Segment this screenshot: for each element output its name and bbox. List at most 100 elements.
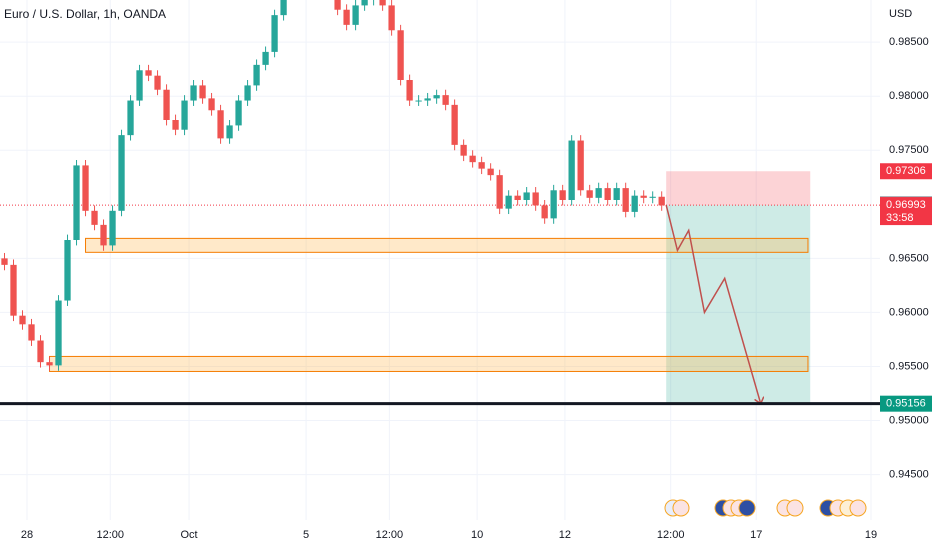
candle-body <box>460 144 467 156</box>
candle-body <box>649 196 656 198</box>
candle-body <box>271 15 278 52</box>
price-tag <box>880 395 932 412</box>
price-tag-label: 0.97306 <box>886 165 926 177</box>
currency-label: USD <box>889 8 912 20</box>
candle-body <box>235 100 242 126</box>
candle-body <box>190 85 197 101</box>
front: 0.98500 0.98000 0.97500 0.96500 0.96000 0.955… <box>0 36 932 541</box>
candle-body <box>127 100 134 136</box>
candle-body <box>433 95 440 99</box>
chart-title: Euro / U.S. Dollar, 1h, OANDA <box>4 7 166 21</box>
event-icons <box>664 499 867 517</box>
candle-body <box>28 324 35 341</box>
candle-body <box>532 192 539 206</box>
candle-body <box>226 125 233 139</box>
candle-body <box>64 240 71 301</box>
candle-body <box>352 5 359 25</box>
candle-body <box>469 155 476 163</box>
candle-body <box>424 98 431 101</box>
candle-body <box>478 162 485 169</box>
candle-body <box>244 85 251 101</box>
x-tick-label: 19 <box>865 529 877 541</box>
candle-body <box>154 75 161 90</box>
y-tick-label: 0.94500 <box>889 469 929 481</box>
candle-body <box>118 135 125 211</box>
candle-body <box>397 30 404 80</box>
candle-body <box>280 0 287 16</box>
candle-body <box>217 110 224 139</box>
candle-body <box>82 165 89 211</box>
candle-body <box>541 205 548 219</box>
candle-body <box>334 0 341 10</box>
candle-body <box>379 0 386 6</box>
candle-body <box>361 0 368 6</box>
stop-area <box>666 171 811 206</box>
candle-body <box>46 362 53 366</box>
candle-body <box>55 300 62 366</box>
candle-body <box>199 85 206 99</box>
candle-body <box>37 340 44 363</box>
x-tick-label: Oct <box>180 529 197 541</box>
projection-path <box>665 204 761 404</box>
y-tick-label: 0.95500 <box>889 360 929 372</box>
y-tick-label: 0.96500 <box>889 252 929 264</box>
candle-body <box>181 100 188 130</box>
x-tick-label: 12:00 <box>657 529 685 541</box>
y-tick-label: 0.98000 <box>889 90 929 102</box>
candle-body <box>253 64 260 86</box>
y-tick-label: 0.95000 <box>889 414 929 426</box>
drawings <box>0 171 880 403</box>
candle-body <box>640 195 647 198</box>
price-tag-label: 0.96993 <box>886 199 926 211</box>
candle-body <box>451 104 458 145</box>
candle-body <box>487 168 494 176</box>
event-icon[interactable] <box>738 499 756 517</box>
candle-body <box>523 192 530 200</box>
candle-body <box>208 98 215 111</box>
candle-body <box>100 224 107 246</box>
candles <box>1 0 665 371</box>
candle-body <box>172 120 179 130</box>
candle-body <box>559 190 566 200</box>
candle-body <box>73 165 80 240</box>
y-tick-label: 0.96000 <box>889 306 929 318</box>
grid <box>0 0 880 520</box>
candle-body <box>109 210 116 246</box>
candle-body <box>19 315 26 325</box>
candle-body <box>631 195 638 212</box>
event-icon[interactable] <box>849 499 867 517</box>
candle-body <box>577 140 584 191</box>
countdown: 33:58 <box>886 212 914 224</box>
x-tick-label: 12:00 <box>376 529 404 541</box>
candle-body <box>442 95 449 105</box>
candle-body <box>415 100 422 102</box>
x-tick-label: 12 <box>559 529 571 541</box>
candle-body <box>595 188 602 198</box>
x-tick-label: 17 <box>750 529 762 541</box>
x-tick-label: 10 <box>471 529 483 541</box>
candle-body <box>163 89 170 120</box>
candle-body <box>613 188 620 200</box>
x-tick-label: 28 <box>21 529 33 541</box>
candle-body <box>496 175 503 209</box>
candle-body <box>658 196 665 206</box>
candle-body <box>10 264 17 316</box>
candle-body <box>586 190 593 198</box>
candle-body <box>136 70 143 101</box>
y-tick-label: 0.97500 <box>889 144 929 156</box>
event-icon[interactable] <box>786 499 804 517</box>
candle-body <box>145 70 152 76</box>
candle-body <box>343 9 350 25</box>
candle-body <box>622 188 629 212</box>
event-icon[interactable] <box>672 499 690 517</box>
candle-body <box>91 210 98 225</box>
price-tag <box>880 197 932 226</box>
price-tag-label: 0.95156 <box>886 398 926 410</box>
candle-body <box>1 258 8 265</box>
candle-body <box>568 140 575 200</box>
y-tick-label: 0.98500 <box>889 36 929 48</box>
candle-body <box>604 188 611 200</box>
candle-body <box>406 80 413 101</box>
